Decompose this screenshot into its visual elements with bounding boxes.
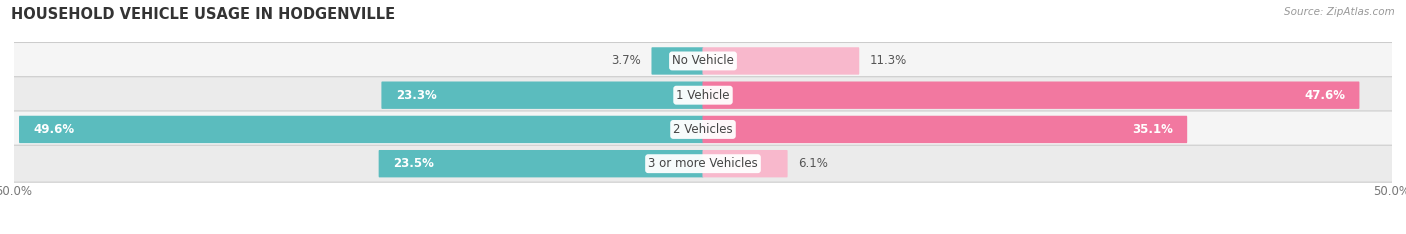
Text: No Vehicle: No Vehicle [672,55,734,67]
FancyBboxPatch shape [651,47,703,75]
Text: 49.6%: 49.6% [34,123,75,136]
Text: 23.3%: 23.3% [395,89,436,102]
FancyBboxPatch shape [703,150,787,177]
Text: Source: ZipAtlas.com: Source: ZipAtlas.com [1284,7,1395,17]
Text: 6.1%: 6.1% [799,157,828,170]
FancyBboxPatch shape [378,150,703,177]
Text: HOUSEHOLD VEHICLE USAGE IN HODGENVILLE: HOUSEHOLD VEHICLE USAGE IN HODGENVILLE [11,7,395,22]
FancyBboxPatch shape [703,81,1360,109]
Text: 35.1%: 35.1% [1132,123,1173,136]
FancyBboxPatch shape [13,111,1393,148]
Text: 11.3%: 11.3% [870,55,907,67]
FancyBboxPatch shape [703,116,1187,143]
FancyBboxPatch shape [13,77,1393,114]
Text: 3.7%: 3.7% [612,55,641,67]
Text: 2 Vehicles: 2 Vehicles [673,123,733,136]
Text: 23.5%: 23.5% [392,157,434,170]
FancyBboxPatch shape [381,81,703,109]
Text: 3 or more Vehicles: 3 or more Vehicles [648,157,758,170]
Text: 47.6%: 47.6% [1305,89,1346,102]
Text: 1 Vehicle: 1 Vehicle [676,89,730,102]
FancyBboxPatch shape [20,116,703,143]
FancyBboxPatch shape [703,47,859,75]
FancyBboxPatch shape [13,42,1393,80]
FancyBboxPatch shape [13,145,1393,182]
